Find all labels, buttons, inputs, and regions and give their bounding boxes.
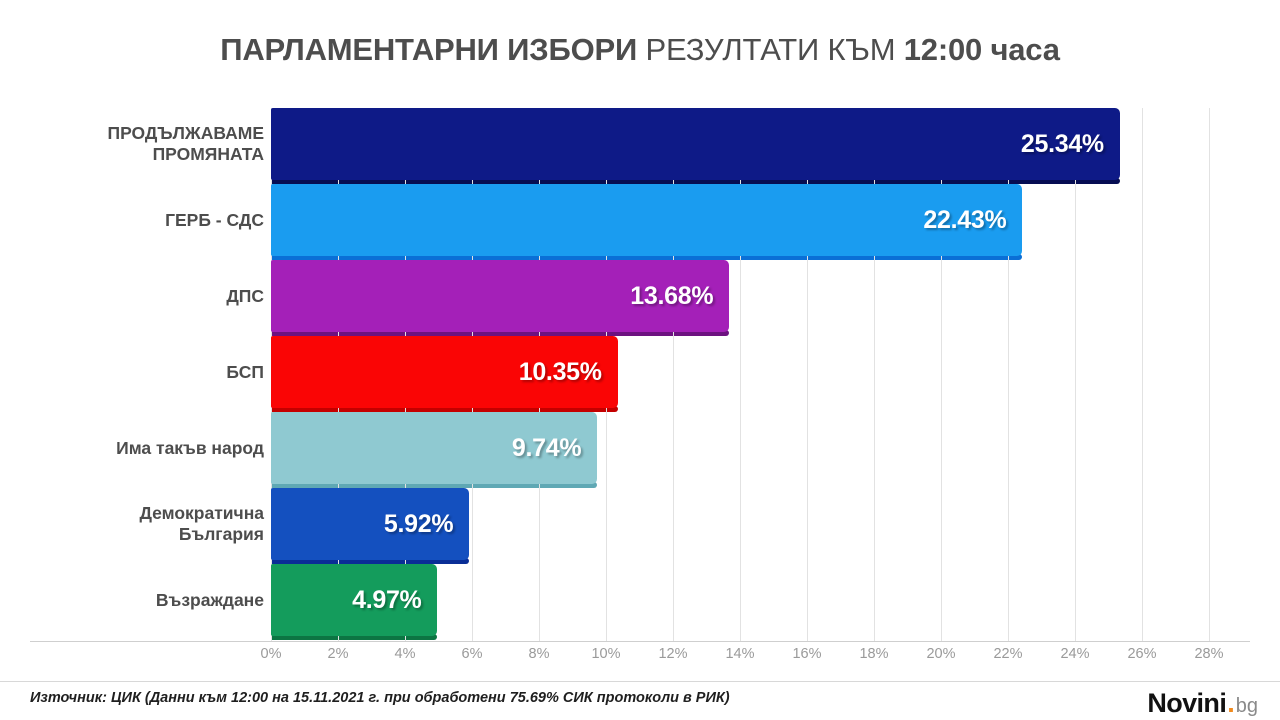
gridline-12pct	[673, 108, 674, 641]
bar-category-label: ПРОДЪЛЖАВАМЕ ПРОМЯНАТА	[107, 123, 264, 164]
logo-text-main: Novini	[1147, 688, 1227, 718]
bar-value-label: 5.92%	[383, 509, 454, 538]
logo-dot-icon: .	[1227, 688, 1235, 718]
x-tick-label: 8%	[528, 646, 550, 662]
bar[interactable]: 25.34%	[271, 108, 1120, 184]
x-tick-label: 4%	[394, 646, 416, 662]
x-tick-label: 10%	[591, 646, 621, 662]
site-logo[interactable]: Novini . bg	[1147, 688, 1258, 719]
gridline-16pct	[807, 108, 808, 641]
bar-value-label: 10.35%	[518, 357, 602, 386]
bar[interactable]: 13.68%	[271, 260, 730, 336]
x-tick-label: 6%	[461, 646, 483, 662]
x-tick-label: 22%	[993, 646, 1023, 662]
bar-row: Демократична България 5.92%	[30, 488, 1250, 564]
bar-value-label: 9.74%	[511, 433, 582, 462]
gridline-22pct	[1008, 108, 1009, 641]
gridline-28pct	[1209, 108, 1210, 641]
x-tick-label: 28%	[1194, 646, 1224, 662]
logo-text-tld: bg	[1235, 695, 1258, 717]
bar-value-label: 13.68%	[630, 281, 714, 310]
x-tick-label: 2%	[327, 646, 349, 662]
bar-container[interactable]: 4.97%	[271, 564, 438, 640]
bar-container[interactable]: 25.34%	[271, 108, 1120, 184]
bar-row: Има такъв народ 9.74%	[30, 412, 1250, 488]
bar-category-label: Има такъв народ	[116, 437, 264, 458]
bar-value-label: 22.43%	[923, 205, 1007, 234]
bar[interactable]: 4.97%	[271, 564, 438, 640]
x-tick-label: 24%	[1060, 646, 1090, 662]
x-tick-label: 20%	[926, 646, 956, 662]
page-title: ПАРЛАМЕНТАРНИ ИЗБОРИ РЕЗУЛТАТИ КЪМ 12:00…	[0, 30, 1280, 70]
bar[interactable]: 9.74%	[271, 412, 598, 488]
title-part-time: 12:00 часа	[903, 32, 1060, 67]
bar-container[interactable]: 13.68%	[271, 260, 730, 336]
bar-row: ГЕРБ - СДС 22.43%	[30, 184, 1250, 260]
bar-value-label: 4.97%	[352, 585, 422, 614]
x-axis-tick-labels: 0% 2% 4% 6% 8% 10% 12% 14% 16% 18% 20% 22% 24% 26% 28%	[30, 646, 1250, 672]
x-tick-label: 14%	[725, 646, 755, 662]
bar-container[interactable]: 9.74%	[271, 412, 598, 488]
bar-row: Възраждане 4.97%	[30, 564, 1250, 640]
bar[interactable]: 10.35%	[271, 336, 618, 412]
gridline-20pct	[941, 108, 942, 641]
source-note: Източник: ЦИК (Данни към 12:00 на 15.11.…	[30, 690, 730, 706]
bar-base-shadow	[271, 634, 438, 640]
x-tick-label: 0%	[260, 646, 282, 662]
bar-container[interactable]: 5.92%	[271, 488, 470, 564]
gridline-26pct	[1142, 108, 1143, 641]
x-tick-label: 18%	[859, 646, 889, 662]
bar[interactable]: 22.43%	[271, 184, 1023, 260]
bar-row: ДПС 13.68%	[30, 260, 1250, 336]
title-part-results: РЕЗУЛТАТИ КЪМ	[645, 32, 896, 67]
bar-category-label: БСП	[226, 361, 264, 382]
bar-category-label: Демократична България	[139, 503, 264, 544]
title-part-elections: ПАРЛАМЕНТАРНИ ИЗБОРИ	[220, 32, 638, 67]
gridline-24pct	[1075, 108, 1076, 641]
bar-value-label: 25.34%	[1020, 129, 1104, 158]
bar-row: БСП 10.35%	[30, 336, 1250, 412]
bar-row: ПРОДЪЛЖАВАМЕ ПРОМЯНАТА 25.34%	[30, 108, 1250, 184]
chart-bars: ПРОДЪЛЖАВАМЕ ПРОМЯНАТА 25.34% ГЕРБ - СДС 22.…	[30, 108, 1250, 641]
bar[interactable]: 5.92%	[271, 488, 470, 564]
bar-category-label: Възраждане	[155, 589, 264, 610]
x-tick-label: 12%	[658, 646, 688, 662]
bar-category-label: ГЕРБ - СДС	[165, 209, 264, 230]
bar-category-label: ДПС	[226, 285, 264, 306]
x-axis-line	[30, 641, 1250, 642]
chart-plot-area: ПРОДЪЛЖАВАМЕ ПРОМЯНАТА 25.34% ГЕРБ - СДС 22.…	[30, 108, 1250, 642]
x-tick-label: 26%	[1127, 646, 1157, 662]
gridline-14pct	[740, 108, 741, 641]
bar-container[interactable]: 22.43%	[271, 184, 1023, 260]
bar-container[interactable]: 10.35%	[271, 336, 618, 412]
x-tick-label: 16%	[792, 646, 822, 662]
gridline-18pct	[874, 108, 875, 641]
footer-divider	[0, 681, 1280, 682]
